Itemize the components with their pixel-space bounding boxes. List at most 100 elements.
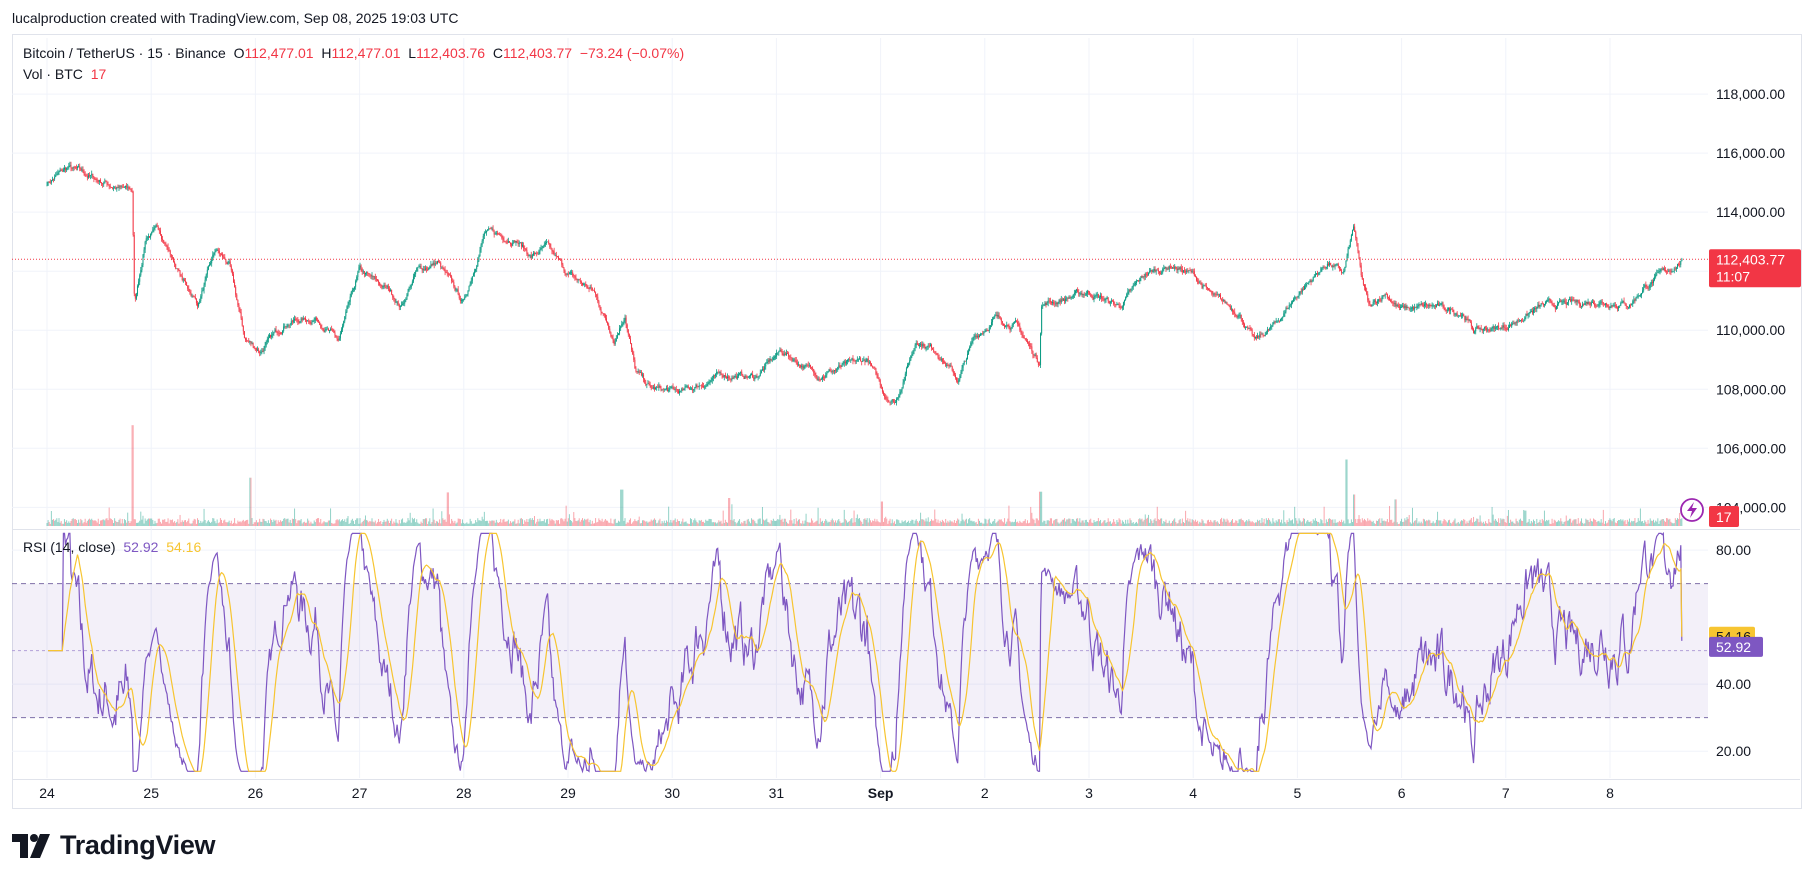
candle-body (1671, 271, 1673, 273)
candle-body (260, 352, 262, 354)
candle-body (1282, 316, 1284, 319)
volume-bar (1047, 520, 1049, 526)
volume-bar (623, 520, 625, 526)
volume-bar (1368, 520, 1370, 526)
candle-body (1241, 318, 1243, 323)
volume-bar (1622, 519, 1624, 526)
volume-bar (1048, 520, 1050, 526)
volume-bar (799, 519, 801, 526)
candle-body (1131, 286, 1133, 289)
volume-bar (304, 522, 306, 526)
candle-body (179, 270, 181, 276)
volume-bar (152, 520, 154, 526)
volume-bar (961, 513, 963, 526)
candle-body (103, 183, 105, 185)
last-price-badge (1709, 249, 1801, 288)
grid (12, 38, 1800, 780)
candle-body (1181, 269, 1183, 272)
candle-body (522, 245, 524, 247)
volume-bar (487, 520, 489, 526)
candle-body (93, 177, 95, 179)
volume-bar (367, 520, 369, 526)
candle-body (1377, 301, 1379, 303)
candle-body (436, 261, 438, 264)
candle-body (585, 284, 587, 287)
candle-body (397, 301, 399, 305)
candle-body (1627, 307, 1629, 308)
volume-bar (513, 521, 515, 526)
volume-bar (1225, 521, 1227, 526)
candle-body (508, 241, 510, 243)
candle-body (414, 274, 416, 277)
candle-body (1158, 271, 1160, 274)
volume-bar (354, 523, 356, 526)
candle-body (253, 346, 255, 348)
volume-bar (943, 521, 944, 526)
candle-body (1307, 282, 1309, 284)
candle-body (268, 334, 270, 338)
candle-body (213, 252, 215, 255)
candle-body (824, 377, 826, 378)
volume-bar (283, 518, 285, 526)
candle-body (98, 179, 100, 182)
volume-bar (438, 522, 440, 526)
candle-body (859, 358, 861, 359)
volume-bar (985, 519, 987, 526)
candle-body (1244, 324, 1245, 328)
rsi-legend[interactable]: RSI (14, close) 52.92 54.16 (23, 539, 201, 555)
volume-bar (929, 521, 931, 526)
symbol-legend[interactable]: Bitcoin / TetherUS · 15 · Binance O112,4… (23, 45, 684, 61)
volume-bar (295, 519, 297, 526)
candle-body (960, 371, 962, 376)
candle-body (1475, 328, 1477, 332)
candle-body (162, 239, 164, 241)
volume-bar (1442, 521, 1444, 526)
candle-body (165, 243, 167, 246)
candle-body (1639, 295, 1641, 296)
volume-bar (1298, 518, 1300, 526)
volume-bar (1553, 519, 1555, 526)
volume-bar (1245, 521, 1247, 526)
candle-body (391, 289, 393, 295)
volume-bar (507, 519, 509, 526)
volume-bar (945, 518, 947, 526)
volume-bar (524, 520, 526, 526)
candle-body (1040, 333, 1042, 366)
volume-bar (140, 511, 142, 526)
chart-credit: lucalproduction created with TradingView… (12, 10, 459, 26)
volume-bar (925, 518, 927, 526)
volume-bar (809, 522, 811, 526)
volume-bar (458, 518, 460, 526)
candle-body (760, 370, 762, 373)
candle-body (775, 356, 777, 358)
tradingview-logo[interactable]: TradingView (12, 830, 216, 861)
candle-body (1672, 271, 1674, 273)
volume-bar (824, 521, 826, 526)
candle-body (1396, 304, 1398, 306)
candle-body (295, 318, 297, 320)
volume-bar (1274, 522, 1276, 526)
volume-bar (250, 477, 252, 526)
volume-bar (1420, 521, 1422, 526)
volume-bar (543, 519, 545, 526)
candle-body (1149, 271, 1151, 273)
candle-body (863, 359, 865, 361)
volume-bar (1481, 523, 1483, 526)
volume-bar (1145, 518, 1147, 526)
candle-body (782, 353, 784, 356)
candle-body (366, 272, 368, 274)
candle-body (637, 371, 639, 372)
candle-body (142, 255, 144, 266)
candle-body (549, 243, 551, 247)
volume-bar (1076, 518, 1078, 526)
candle-body (984, 331, 986, 333)
x-tick-label: 27 (352, 785, 368, 801)
volume-bar (345, 522, 347, 526)
candle-body (573, 275, 575, 277)
lightning-icon[interactable] (1680, 498, 1704, 522)
candle-body (1097, 294, 1099, 298)
volume-legend[interactable]: Vol · BTC 17 (23, 66, 106, 82)
volume-bar (1197, 520, 1199, 526)
volume-bar (1331, 520, 1333, 526)
